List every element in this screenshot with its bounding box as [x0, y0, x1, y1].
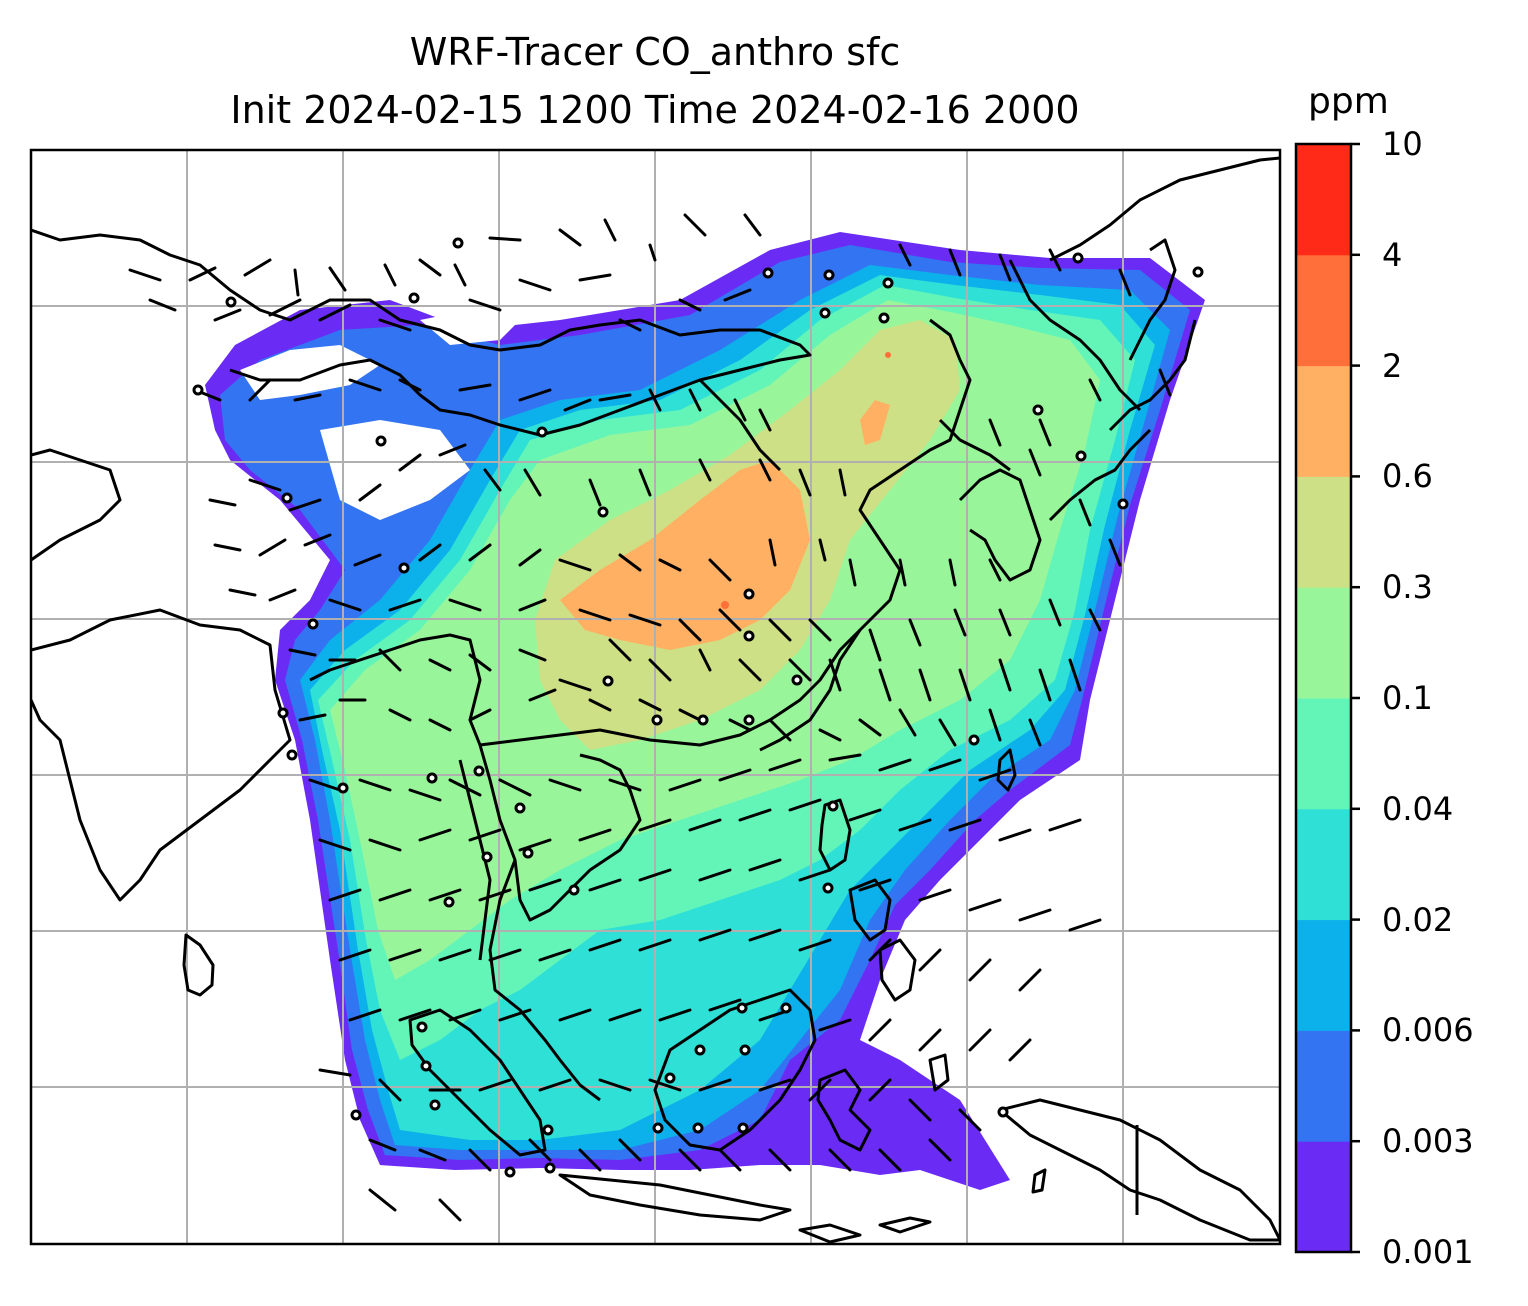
field-gap — [320, 420, 470, 520]
map-title-line1: WRF-Tracer CO_anthro sfc — [409, 30, 901, 74]
colorbar-band — [1296, 698, 1351, 810]
colorbar-band — [1296, 919, 1351, 1031]
colorbar-bands — [1296, 144, 1351, 1253]
colorbar-unit: ppm — [1308, 81, 1389, 122]
colorbar-band — [1296, 1030, 1351, 1142]
colorbar-tick-label: 2 — [1382, 346, 1403, 385]
colorbar-band — [1296, 587, 1351, 699]
field-level-2-spot — [721, 601, 729, 609]
field-gap — [420, 310, 520, 345]
colorbar-tick-label: 0.001 — [1382, 1233, 1474, 1271]
colorbar-tick-label: 0.006 — [1382, 1011, 1474, 1050]
colorbar-ticks — [1351, 142, 1360, 1254]
colorbar-tick-label: 0.1 — [1382, 679, 1433, 717]
colorbar-tick-label: 0.003 — [1382, 1122, 1474, 1161]
colorbar-tick-label: 10 — [1382, 125, 1423, 163]
colorbar-band — [1296, 254, 1351, 367]
field-level-0.6 — [560, 460, 810, 650]
map-title-line2: Init 2024-02-15 1200 Time 2024-02-16 200… — [230, 88, 1080, 132]
coastlines — [31, 156, 1280, 1244]
field-level-2-spot — [885, 352, 891, 358]
colorbar-band — [1296, 476, 1351, 588]
colorbar-band — [1296, 365, 1351, 477]
colorbar-band — [1296, 808, 1351, 921]
map-frame — [29, 148, 1282, 1246]
colorbar-tick-label: 0.04 — [1382, 789, 1454, 828]
colorbar-tick-label: 4 — [1382, 235, 1403, 274]
calm-markers — [192, 237, 1204, 1178]
field-gap — [240, 345, 380, 400]
field-level-0.6-patch — [860, 400, 890, 445]
colorbar-tick-label: 0.02 — [1382, 900, 1454, 939]
colorbar-band — [1296, 1141, 1351, 1253]
colorbar-tick-label: 0.6 — [1382, 457, 1433, 496]
wind-barbs — [128, 213, 1172, 1222]
colorbar-tick-label: 0.3 — [1382, 568, 1433, 607]
colorbar-band — [1296, 144, 1351, 256]
